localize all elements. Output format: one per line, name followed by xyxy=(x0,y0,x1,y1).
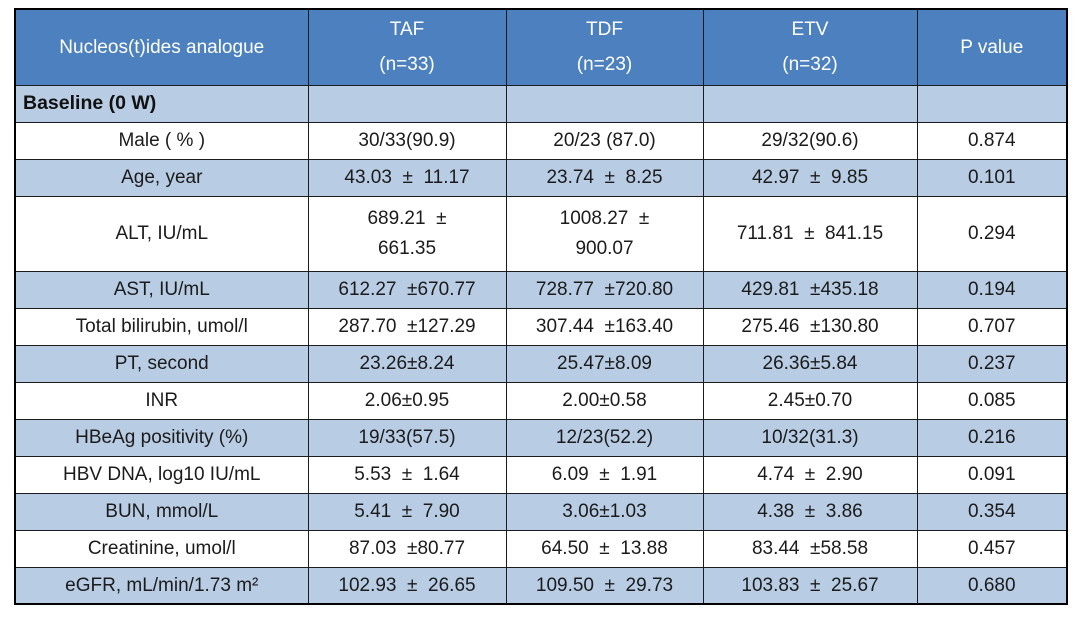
tdf-value-cell: 20/23 (87.0) xyxy=(505,121,704,160)
etv-value-cell: 4.74 ± 2.90 xyxy=(702,455,918,494)
taf-value-cell: 287.70 ±127.29 xyxy=(307,307,507,346)
taf-value-cell: 612.27 ±670.77 xyxy=(307,270,507,309)
pvalue-cell: 0.294 xyxy=(916,195,1068,272)
row-label: Age, year xyxy=(14,158,309,197)
table-row-ast: AST, IU/mL 612.27 ±670.77 728.77 ±720.80… xyxy=(14,270,1068,309)
row-label: HBeAg positivity (%) xyxy=(14,418,309,457)
table-row-egfr: eGFR, mL/min/1.73 m² 102.93 ± 26.65 109.… xyxy=(14,566,1068,605)
taf-value-cell: 87.03 ±80.77 xyxy=(307,529,507,568)
etv-value-cell: 429.81 ±435.18 xyxy=(702,270,918,309)
table-row-hbv-dna: HBV DNA, log10 IU/mL 5.53 ± 1.64 6.09 ± … xyxy=(14,455,1068,494)
table-row-inr: INR 2.06±0.95 2.00±0.58 2.45±0.70 0.085 xyxy=(14,381,1068,420)
header-cell-taf: TAF (n=33) xyxy=(307,8,507,86)
row-label: AST, IU/mL xyxy=(14,270,309,309)
pvalue-cell: 0.194 xyxy=(916,270,1068,309)
baseline-characteristics-table: Nucleos(t)ides analogue TAF (n=33) TDF (… xyxy=(14,8,1068,605)
pvalue-cell: 0.457 xyxy=(916,529,1068,568)
row-label: Creatinine, umol/l xyxy=(14,529,309,568)
row-label: Total bilirubin, umol/l xyxy=(14,307,309,346)
taf-value-cell: 19/33(57.5) xyxy=(307,418,507,457)
taf-value-cell: 689.21 ± 661.35 xyxy=(307,195,507,272)
section-label: Baseline (0 W) xyxy=(14,84,309,123)
header-cell-pvalue: P value xyxy=(916,8,1068,86)
header-cell-tdf: TDF (n=23) xyxy=(505,8,704,86)
header-cell-analogue: Nucleos(t)ides analogue xyxy=(14,8,309,86)
tdf-value-cell: 2.00±0.58 xyxy=(505,381,704,420)
pvalue-cell: 0.091 xyxy=(916,455,1068,494)
etv-value-cell: 2.45±0.70 xyxy=(702,381,918,420)
taf-value-cell: 102.93 ± 26.65 xyxy=(307,566,507,605)
table-row-creatinine: Creatinine, umol/l 87.03 ±80.77 64.50 ± … xyxy=(14,529,1068,568)
taf-value-cell: 30/33(90.9) xyxy=(307,121,507,160)
row-label: eGFR, mL/min/1.73 m² xyxy=(14,566,309,605)
tdf-value-cell: 23.74 ± 8.25 xyxy=(505,158,704,197)
taf-value-cell: 2.06±0.95 xyxy=(307,381,507,420)
row-label: PT, second xyxy=(14,344,309,383)
tdf-value-cell: 64.50 ± 13.88 xyxy=(505,529,704,568)
etv-value-cell: 42.97 ± 9.85 xyxy=(702,158,918,197)
empty-cell xyxy=(505,84,704,123)
row-label: HBV DNA, log10 IU/mL xyxy=(14,455,309,494)
table-row-pt: PT, second 23.26±8.24 25.47±8.09 26.36±5… xyxy=(14,344,1068,383)
tdf-value-cell: 307.44 ±163.40 xyxy=(505,307,704,346)
pvalue-cell: 0.354 xyxy=(916,492,1068,531)
table-body: Baseline (0 W) Male ( % ) 30/33(90.9) 20… xyxy=(14,84,1068,605)
pvalue-cell: 0.680 xyxy=(916,566,1068,605)
tdf-value-cell: 3.06±1.03 xyxy=(505,492,704,531)
pvalue-cell: 0.237 xyxy=(916,344,1068,383)
etv-value-cell: 103.83 ± 25.67 xyxy=(702,566,918,605)
etv-value-cell: 10/32(31.3) xyxy=(702,418,918,457)
etv-value-cell: 26.36±5.84 xyxy=(702,344,918,383)
pvalue-cell: 0.707 xyxy=(916,307,1068,346)
row-label: ALT, IU/mL xyxy=(14,195,309,272)
pvalue-cell: 0.101 xyxy=(916,158,1068,197)
tdf-value-cell: 12/23(52.2) xyxy=(505,418,704,457)
tdf-value-cell: 6.09 ± 1.91 xyxy=(505,455,704,494)
tdf-value-cell: 109.50 ± 29.73 xyxy=(505,566,704,605)
taf-value-cell: 43.03 ± 11.17 xyxy=(307,158,507,197)
taf-value-cell: 5.53 ± 1.64 xyxy=(307,455,507,494)
row-label: BUN, mmol/L xyxy=(14,492,309,531)
row-label: INR xyxy=(14,381,309,420)
section-row-baseline: Baseline (0 W) xyxy=(14,84,1068,123)
row-label: Male ( % ) xyxy=(14,121,309,160)
table-row-male: Male ( % ) 30/33(90.9) 20/23 (87.0) 29/3… xyxy=(14,121,1068,160)
etv-value-cell: 4.38 ± 3.86 xyxy=(702,492,918,531)
header-cell-etv: ETV (n=32) xyxy=(702,8,918,86)
etv-value-cell: 275.46 ±130.80 xyxy=(702,307,918,346)
header-row: Nucleos(t)ides analogue TAF (n=33) TDF (… xyxy=(14,8,1068,86)
etv-value-cell: 83.44 ±58.58 xyxy=(702,529,918,568)
table-header: Nucleos(t)ides analogue TAF (n=33) TDF (… xyxy=(14,8,1068,86)
tdf-value-cell: 25.47±8.09 xyxy=(505,344,704,383)
empty-cell xyxy=(916,84,1068,123)
table-row-age: Age, year 43.03 ± 11.17 23.74 ± 8.25 42.… xyxy=(14,158,1068,197)
etv-value-cell: 711.81 ± 841.15 xyxy=(702,195,918,272)
taf-value-cell: 23.26±8.24 xyxy=(307,344,507,383)
tdf-value-cell: 728.77 ±720.80 xyxy=(505,270,704,309)
table-row-alt: ALT, IU/mL 689.21 ± 661.35 1008.27 ± 900… xyxy=(14,195,1068,272)
pvalue-cell: 0.085 xyxy=(916,381,1068,420)
table-row-total-bilirubin: Total bilirubin, umol/l 287.70 ±127.29 3… xyxy=(14,307,1068,346)
table-row-bun: BUN, mmol/L 5.41 ± 7.90 3.06±1.03 4.38 ±… xyxy=(14,492,1068,531)
pvalue-cell: 0.874 xyxy=(916,121,1068,160)
taf-value-cell: 5.41 ± 7.90 xyxy=(307,492,507,531)
empty-cell xyxy=(307,84,507,123)
pvalue-cell: 0.216 xyxy=(916,418,1068,457)
etv-value-cell: 29/32(90.6) xyxy=(702,121,918,160)
empty-cell xyxy=(702,84,918,123)
tdf-value-cell: 1008.27 ± 900.07 xyxy=(505,195,704,272)
table-row-hbeag: HBeAg positivity (%) 19/33(57.5) 12/23(5… xyxy=(14,418,1068,457)
